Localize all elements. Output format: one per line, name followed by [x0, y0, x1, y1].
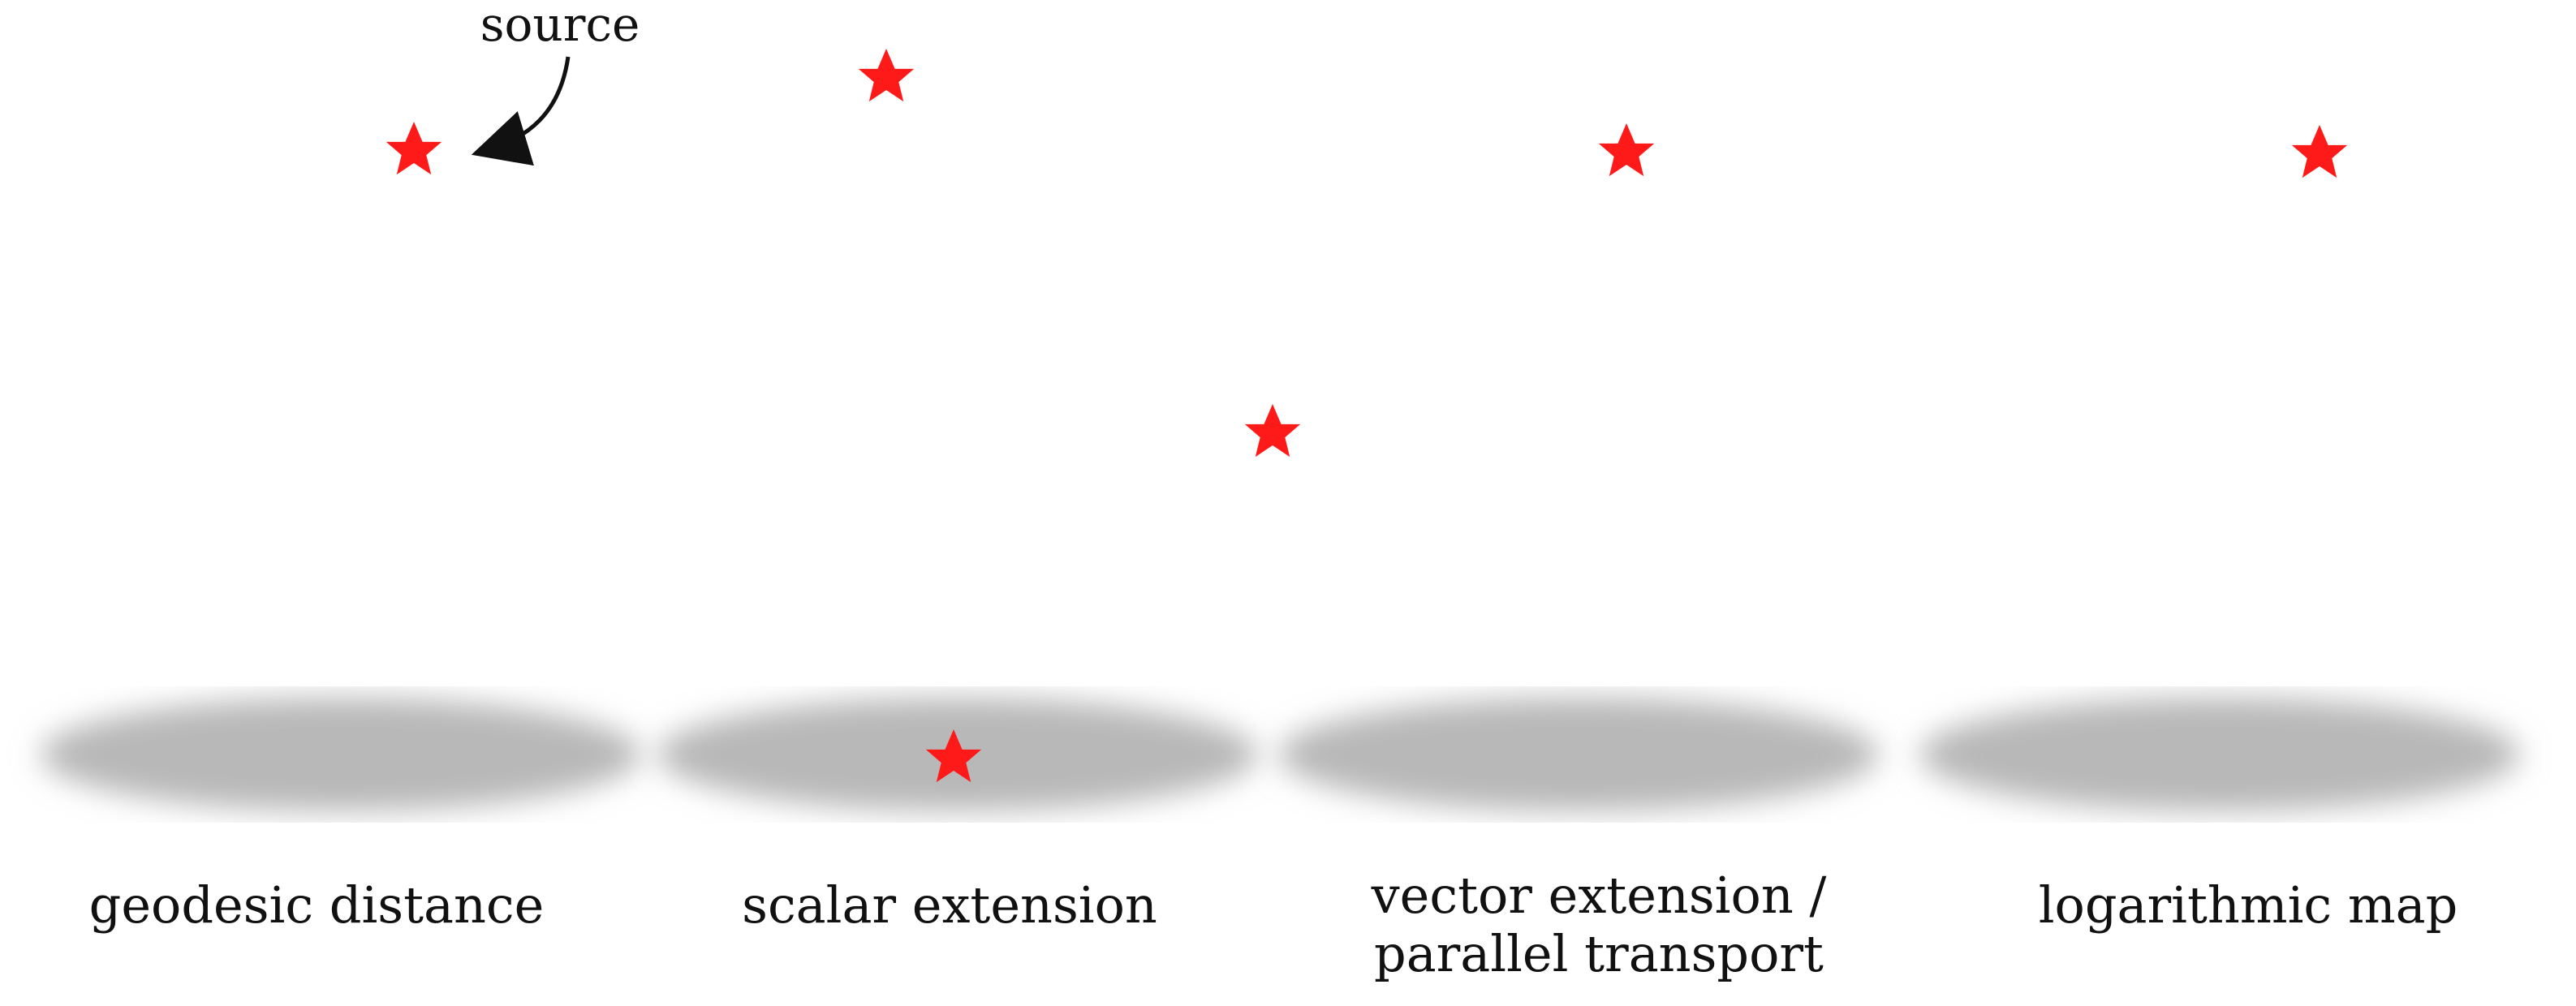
star-icons — [386, 49, 2348, 783]
duck-shadow-log — [1919, 698, 2520, 811]
source-arrow — [471, 56, 571, 166]
star-icon — [2291, 125, 2348, 178]
caption-scalar-extension: scalar extension — [698, 876, 1201, 935]
caption-vector-extension: vector extension / parallel transport — [1315, 866, 1883, 983]
caption-line: parallel transport — [1374, 924, 1824, 983]
duck-scalar-extension — [637, 47, 1274, 759]
caption-line: scalar extension — [742, 875, 1157, 935]
duck-shadow-geo — [41, 698, 641, 811]
caption-line: geodesic distance — [88, 875, 545, 935]
star-icon — [858, 49, 915, 102]
duck-shadow-vector — [1278, 698, 1879, 811]
caption-logarithmic-map: logarithmic map — [1972, 876, 2524, 935]
caption-geodesic-distance: geodesic distance — [65, 876, 568, 935]
star-icon — [386, 122, 442, 175]
star-icon — [1244, 404, 1301, 458]
caption-line: logarithmic map — [2038, 875, 2458, 935]
duck-logarithmic-map — [1899, 47, 2536, 759]
star-icon — [925, 729, 982, 783]
source-label: source — [480, 0, 640, 52]
star-icon — [1598, 123, 1655, 177]
duck-vector-extension — [1258, 47, 1895, 759]
caption-line: vector extension / — [1371, 866, 1827, 925]
